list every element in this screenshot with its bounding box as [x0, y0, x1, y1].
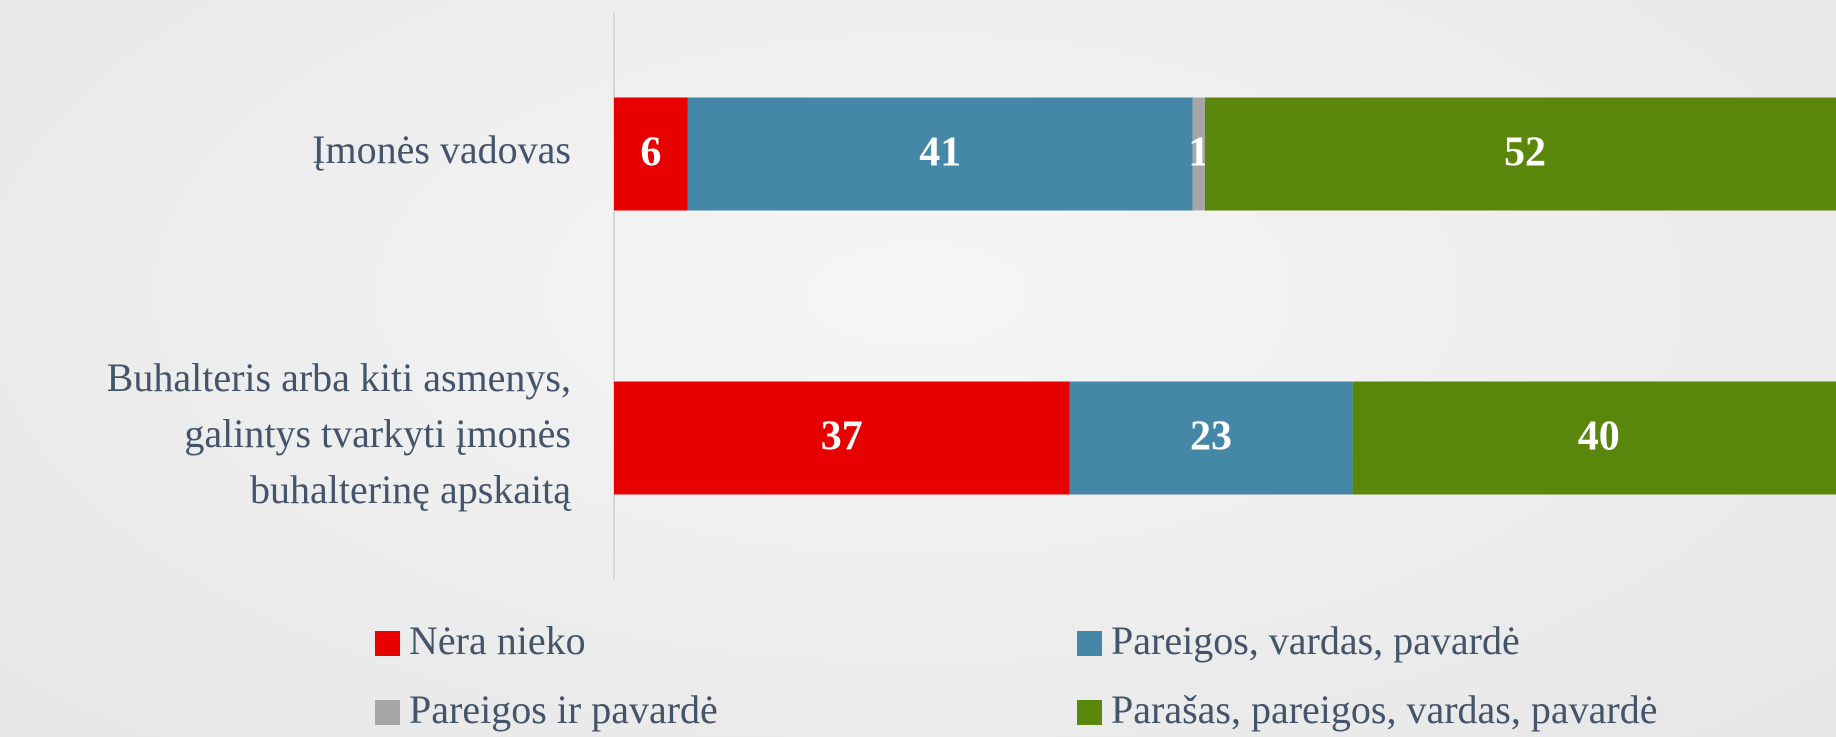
bar-segment	[687, 97, 1193, 211]
data-label: 37	[821, 414, 863, 460]
bar-segment	[1069, 381, 1353, 495]
category-label-line: buhalterinę apskaitą	[250, 467, 572, 512]
bar-segment	[614, 381, 1070, 495]
data-label: 40	[1578, 414, 1620, 460]
legend-swatch	[375, 631, 400, 656]
bar-segment	[614, 97, 688, 211]
category-label-line: galintys tvarkyti įmonės	[184, 411, 571, 456]
legend-swatch	[375, 700, 400, 725]
data-label: 23	[1190, 414, 1232, 460]
bar-segment	[1204, 97, 1836, 211]
legend-swatch	[1077, 631, 1102, 656]
category-label: Įmonės vadovas	[312, 127, 571, 172]
legend-label: Pareigos, vardas, pavardė	[1111, 618, 1520, 663]
category-label-line: Buhalteris arba kiti asmenys,	[107, 355, 571, 400]
data-label: 52	[1504, 130, 1546, 176]
legend-label: Pareigos ir pavardė	[409, 687, 718, 732]
category-label: Buhalteris arba kiti asmenys, galintys tv…	[107, 355, 573, 512]
category-label-line: Įmonės vadovas	[312, 127, 571, 172]
bar-segment	[1352, 381, 1836, 495]
legend-swatch	[1077, 700, 1102, 725]
legend-label: Parašas, pareigos, vardas, pavardė	[1111, 687, 1657, 732]
legend-label: Nėra nieko	[409, 618, 586, 663]
data-label: 6	[640, 130, 661, 176]
bar-segment	[1192, 97, 1205, 211]
data-label: 1	[1188, 130, 1209, 176]
data-label: 41	[919, 130, 961, 176]
